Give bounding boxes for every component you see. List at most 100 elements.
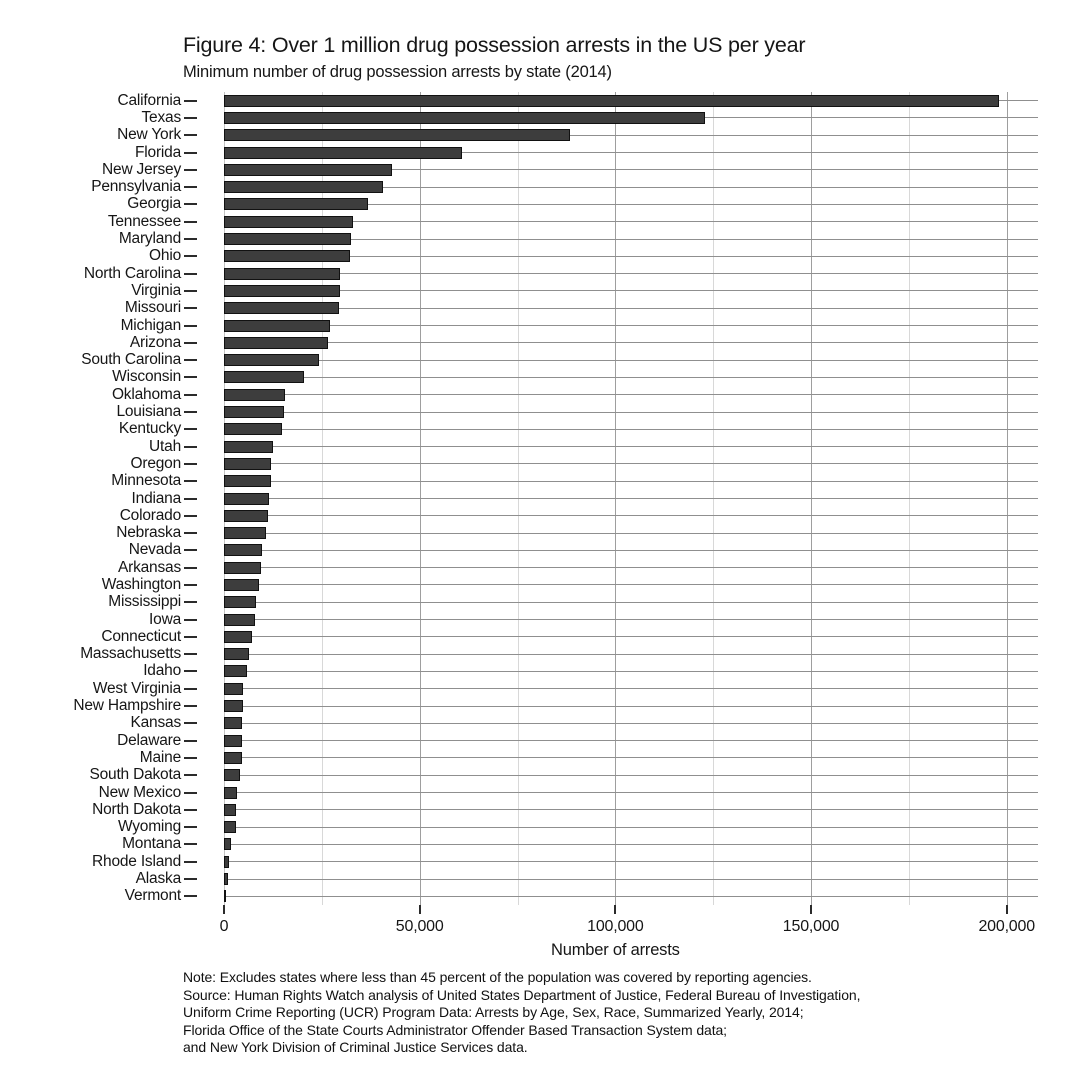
category-reference-line	[224, 255, 1038, 257]
bar	[224, 596, 257, 609]
y-axis-label: New Hampshire	[73, 697, 181, 715]
bar	[224, 717, 243, 730]
y-axis-tick	[184, 566, 197, 569]
y-axis-tick	[184, 376, 197, 379]
category-reference-line	[224, 740, 1038, 742]
y-axis-tick	[184, 289, 197, 292]
y-axis-tick	[184, 791, 197, 794]
bar	[224, 769, 240, 782]
bar	[224, 855, 230, 868]
category-reference-line	[224, 342, 1038, 344]
x-axis-tick-label: 50,000	[395, 918, 444, 935]
y-axis-tick	[184, 895, 197, 898]
y-axis-label: Michigan	[120, 316, 182, 334]
bar	[224, 371, 304, 384]
y-axis-tick	[184, 134, 197, 137]
figure-subtitle: Minimum number of drug possession arrest…	[183, 63, 612, 81]
bar	[224, 821, 236, 834]
bar	[224, 440, 273, 453]
y-axis-tick	[184, 462, 197, 465]
y-axis-tick	[184, 618, 197, 621]
y-axis-label: Georgia	[127, 195, 181, 213]
x-axis-title: Number of arrests	[551, 941, 680, 959]
y-axis-label: Alaska	[135, 870, 182, 888]
y-axis-label: Indiana	[131, 489, 182, 507]
y-axis-tick	[184, 272, 197, 275]
y-axis-label: New Mexico	[98, 783, 182, 801]
category-reference-line	[224, 601, 1038, 603]
y-axis-label: Nevada	[128, 541, 181, 559]
x-axis-tick	[418, 905, 421, 914]
bar	[224, 388, 285, 401]
y-axis-tick	[184, 826, 197, 829]
x-axis-tick	[223, 905, 225, 914]
category-reference-line	[224, 532, 1038, 534]
figure-title: Figure 4: Over 1 million drug possession…	[183, 33, 806, 57]
category-reference-line	[224, 169, 1038, 171]
y-axis-tick	[184, 480, 197, 483]
category-reference-line	[224, 653, 1038, 655]
y-axis-tick	[184, 359, 197, 362]
note-line: Uniform Crime Reporting (UCR) Program Da…	[183, 1004, 804, 1020]
category-reference-line	[224, 584, 1038, 586]
y-axis-tick	[184, 411, 197, 413]
y-axis-label: South Dakota	[89, 766, 181, 784]
category-reference-line	[224, 878, 1038, 880]
y-axis-label: Virginia	[131, 281, 181, 299]
y-axis-label: Oregon	[130, 454, 182, 472]
category-reference-line	[224, 376, 1038, 378]
category-reference-line	[224, 498, 1038, 499]
plot-panel	[224, 92, 1038, 905]
x-axis-tick-label: 150,000	[782, 918, 840, 935]
bar	[224, 734, 242, 747]
y-axis-tick	[184, 549, 197, 552]
bar	[224, 250, 350, 263]
y-axis-label: Wyoming	[117, 818, 181, 836]
y-axis-label: Oklahoma	[111, 385, 181, 403]
y-axis-label: California	[117, 91, 182, 109]
bar	[224, 354, 320, 367]
x-axis: Number of arrests 0 50,000 100,000 150,000 2…	[220, 905, 1038, 975]
x-axis-tick-label: 0	[219, 918, 229, 935]
bar	[224, 267, 341, 280]
category-reference-line	[224, 221, 1038, 223]
y-axis-tick	[184, 843, 197, 846]
y-axis-tick	[184, 116, 197, 119]
y-axis-ticks	[184, 92, 197, 905]
y-axis-label: Arkansas	[117, 558, 181, 576]
y-axis-label: Florida	[135, 143, 181, 161]
x-axis-tick-label: 100,000	[587, 918, 644, 935]
category-reference-line	[224, 619, 1038, 621]
y-axis-tick	[184, 687, 197, 690]
y-axis-tick	[184, 428, 197, 431]
y-axis-tick	[184, 860, 197, 863]
category-reference-line	[224, 567, 1038, 569]
y-axis-label: New Jersey	[102, 160, 181, 178]
y-axis-label: Utah	[149, 437, 181, 455]
note-line: Florida Office of the State Courts Admin…	[183, 1021, 727, 1038]
y-axis-tick	[184, 203, 197, 206]
category-reference-line	[224, 636, 1038, 638]
bar	[224, 890, 226, 903]
bar	[224, 457, 271, 470]
category-reference-line	[224, 480, 1038, 482]
y-axis-label: Tennessee	[107, 212, 181, 230]
y-axis-tick	[184, 808, 197, 811]
y-axis-tick	[184, 307, 197, 310]
bar	[224, 215, 354, 228]
category-reference-line	[224, 273, 1038, 275]
bar	[224, 751, 242, 764]
category-reference-line	[224, 757, 1038, 759]
x-axis-tick	[810, 905, 813, 914]
category-reference-line	[224, 411, 1038, 413]
y-axis-label: Kentucky	[118, 420, 181, 438]
y-axis-label: Vermont	[124, 887, 182, 905]
category-reference-line	[224, 688, 1038, 690]
y-axis-tick	[184, 635, 197, 638]
category-reference-line	[224, 134, 1038, 136]
bar	[224, 111, 706, 124]
bar	[224, 838, 232, 851]
bar	[224, 94, 999, 107]
category-reference-line	[224, 463, 1038, 465]
